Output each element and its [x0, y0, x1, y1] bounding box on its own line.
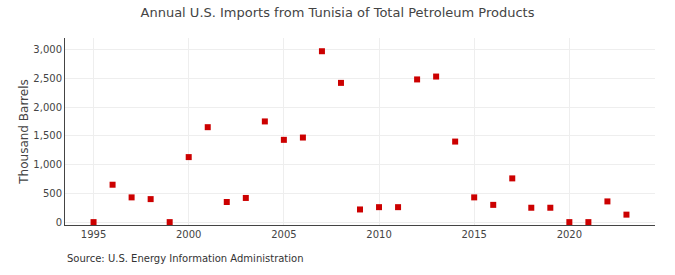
- svg-text:Annual U.S. Imports from Tunis: Annual U.S. Imports from Tunisia of Tota…: [141, 5, 535, 20]
- svg-text:0: 0: [56, 217, 62, 228]
- svg-text:3,000: 3,000: [33, 44, 62, 55]
- svg-text:1995: 1995: [81, 229, 106, 240]
- svg-text:2015: 2015: [461, 229, 486, 240]
- svg-text:2020: 2020: [557, 229, 582, 240]
- svg-text:2000: 2000: [176, 229, 201, 240]
- svg-text:2,500: 2,500: [33, 73, 62, 84]
- svg-text:2,000: 2,000: [33, 102, 62, 113]
- svg-text:2010: 2010: [366, 229, 391, 240]
- svg-text:1,500: 1,500: [33, 130, 62, 141]
- svg-text:1,000: 1,000: [33, 159, 62, 170]
- svg-text:2005: 2005: [271, 229, 296, 240]
- svg-text:500: 500: [43, 188, 62, 199]
- svg-text:Thousand Barrels: Thousand Barrels: [17, 79, 31, 184]
- svg-text:Source: U.S. Energy Informatio: Source: U.S. Energy Information Administ…: [67, 253, 304, 264]
